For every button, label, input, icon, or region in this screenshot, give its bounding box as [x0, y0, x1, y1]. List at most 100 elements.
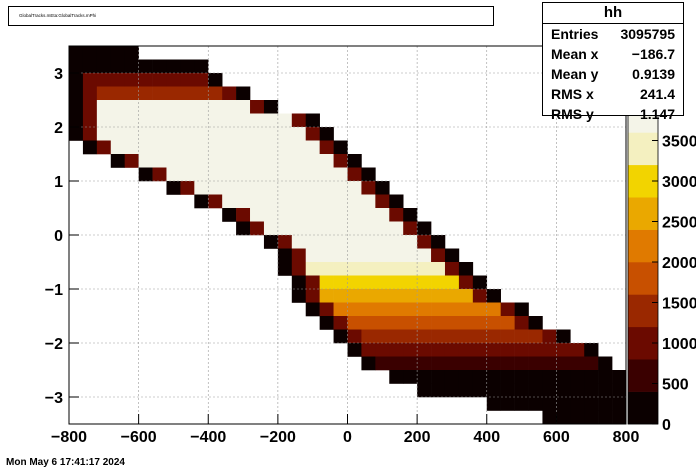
heatmap-cell — [570, 397, 585, 411]
heatmap-cell — [361, 343, 376, 357]
heatmap-cell — [305, 302, 320, 317]
heatmap-cell — [96, 86, 112, 101]
heatmap-cell — [375, 208, 390, 222]
heatmap-cell — [305, 289, 320, 303]
heatmap-cell — [444, 316, 460, 330]
colorbar-segment — [628, 229, 658, 263]
heatmap-cell — [472, 316, 488, 330]
heatmap-cell — [417, 248, 432, 263]
x-tick-label: 600 — [543, 429, 570, 446]
heatmap-cell — [528, 343, 543, 357]
heatmap-cell — [277, 127, 293, 141]
heatmap-cell — [528, 316, 543, 330]
stats-value: 3095795 — [620, 26, 675, 42]
heatmap-cell — [584, 343, 599, 357]
stats-row-rms-x: RMS x 241.4 — [543, 84, 683, 104]
x-tick-label: −200 — [260, 429, 296, 446]
heatmap-cell — [333, 289, 348, 303]
heatmap-cell — [166, 167, 181, 182]
heatmap-cell — [194, 113, 209, 128]
heatmap-cell — [361, 248, 376, 263]
y-tick-label: 2 — [54, 120, 63, 137]
heatmap-cell — [458, 383, 474, 398]
heatmap-cell — [403, 235, 418, 249]
y-tick-label: −1 — [45, 282, 63, 299]
heatmap-cell — [305, 113, 320, 128]
heatmap-cell — [431, 343, 446, 357]
heatmap-cell — [333, 194, 348, 209]
heatmap-cell — [528, 397, 543, 411]
heatmap-cell — [96, 100, 112, 114]
heatmap-cell — [305, 194, 320, 209]
heatmap-cell — [291, 127, 307, 141]
heatmap-cell — [556, 383, 571, 398]
heatmap-cell — [305, 167, 320, 182]
heatmap-cell — [291, 140, 307, 155]
heatmap-cell — [361, 356, 376, 371]
heatmap-cell — [417, 235, 432, 249]
y-tick-label: 1 — [54, 174, 63, 191]
heatmap-cell — [250, 167, 265, 182]
heatmap-cell — [124, 100, 139, 114]
histogram-title: GlobalTracks.mEta:GlobalTracks.mPhi — [8, 6, 494, 26]
heatmap-cell — [194, 73, 209, 87]
heatmap-cell — [347, 235, 362, 249]
heatmap-cell — [500, 356, 515, 371]
heatmap-cell — [319, 127, 334, 141]
heatmap-cell — [431, 289, 446, 303]
heatmap-cell — [472, 343, 488, 357]
heatmap-cell — [375, 181, 390, 195]
heatmap-cell — [250, 154, 265, 168]
heatmap-cell — [194, 86, 209, 101]
heatmap-cell — [528, 356, 543, 371]
heatmap-cell — [347, 194, 362, 209]
colorbar-segment — [628, 262, 658, 295]
stats-value: 0.9139 — [632, 66, 675, 82]
stats-label: Mean y — [551, 66, 599, 82]
heatmap-cell — [584, 370, 599, 384]
heatmap-cell — [319, 208, 334, 222]
heatmap-cell — [152, 86, 167, 101]
heatmap-cell — [110, 46, 125, 60]
heatmap-cell — [514, 329, 529, 344]
heatmap-cell — [556, 343, 571, 357]
heatmap-cell — [222, 167, 237, 182]
heatmap-cell — [333, 329, 348, 344]
heatmap-cell — [319, 302, 334, 317]
heatmap-cell — [347, 248, 362, 263]
heatmap-cell — [417, 302, 432, 317]
heatmap-cell — [556, 370, 571, 384]
heatmap-cell — [528, 383, 543, 398]
heatmap-cell — [69, 73, 84, 87]
heatmap-cell — [180, 181, 195, 195]
colorbar-tick-label: 0 — [662, 417, 671, 434]
x-tick-label: −600 — [121, 429, 157, 446]
heatmap-cell — [222, 86, 237, 101]
heatmap-cell — [110, 113, 125, 128]
heatmap-cell — [250, 100, 265, 114]
heatmap-cell — [542, 383, 557, 398]
heatmap-cell — [361, 194, 376, 209]
heatmap-cell — [305, 248, 320, 263]
colorbar-tick-label: 2000 — [662, 255, 696, 272]
heatmap-cell — [472, 275, 488, 290]
heatmap-cell — [347, 289, 362, 303]
heatmap-cell — [166, 140, 181, 155]
heatmap-cell — [486, 383, 501, 398]
heatmap-cell — [250, 127, 265, 141]
heatmap-cell — [417, 383, 432, 398]
heatmap-cell — [236, 208, 251, 222]
heatmap-cell — [319, 154, 334, 168]
colorbar-tick-label: 500 — [662, 377, 689, 394]
heatmap-cell — [403, 248, 418, 263]
heatmap-cell — [486, 356, 501, 371]
heatmap-cell — [166, 127, 181, 141]
heatmap-cell — [444, 289, 460, 303]
heatmap-cell — [263, 181, 279, 195]
heatmap-cell — [333, 302, 348, 317]
heatmap-cell — [319, 275, 334, 290]
heatmap-cell — [82, 86, 98, 101]
heatmap-cell — [403, 343, 418, 357]
heatmap-cell — [514, 356, 529, 371]
heatmap-cell — [500, 329, 515, 344]
